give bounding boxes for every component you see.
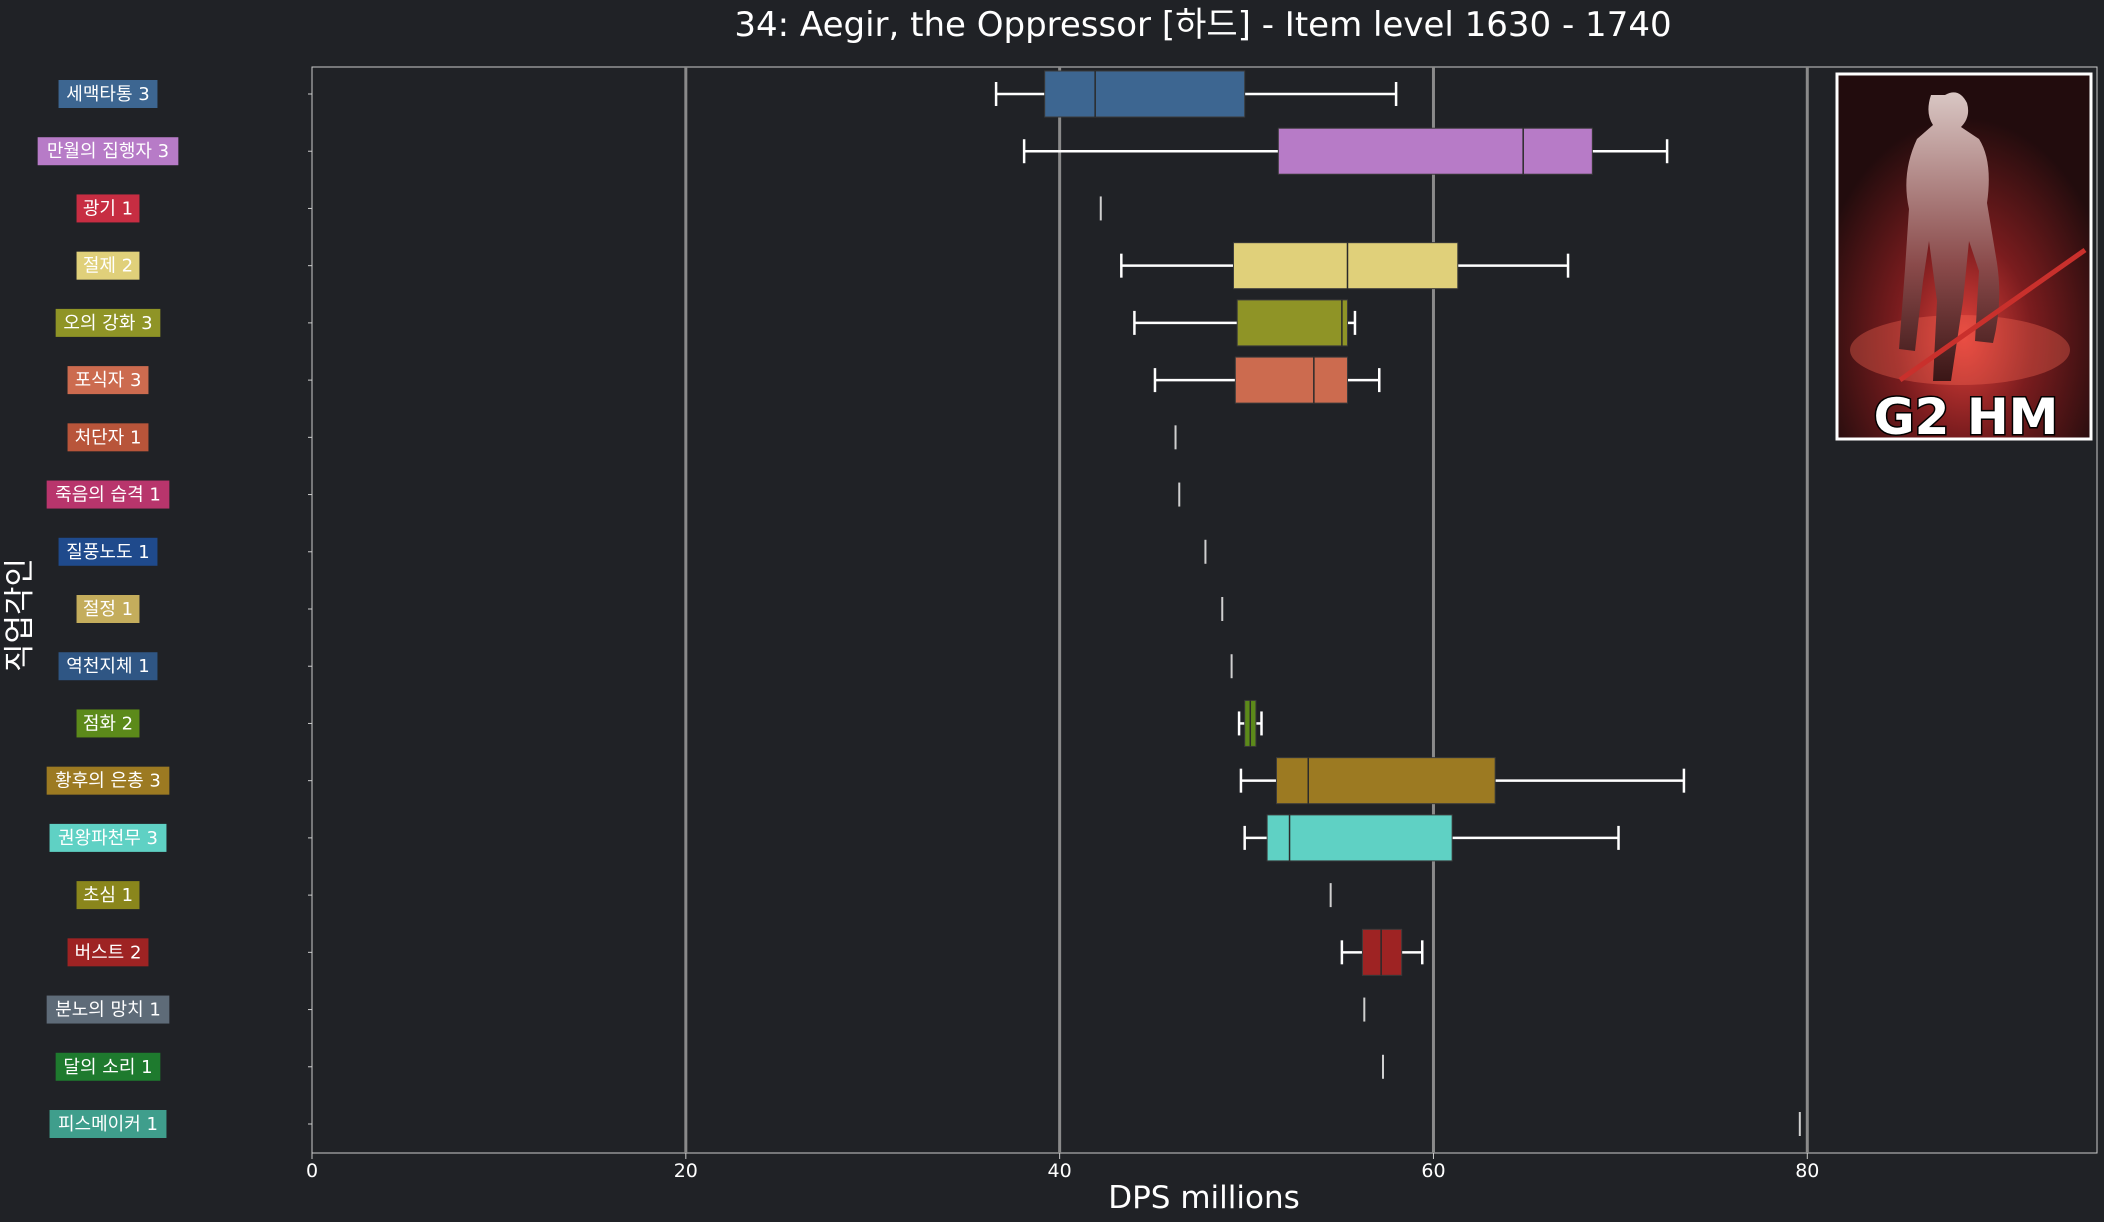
iqr-box bbox=[1361, 928, 1403, 976]
box-item bbox=[1153, 356, 1381, 404]
x-tick-label: 60 bbox=[1421, 1160, 1445, 1182]
iqr-box bbox=[1232, 242, 1459, 290]
boss-image: G2 HM bbox=[1835, 72, 2093, 448]
category-label-bg bbox=[76, 595, 140, 623]
category-label: 버스트 2 bbox=[75, 942, 142, 963]
category-label: 질풍노도 1 bbox=[66, 542, 149, 563]
x-tick-label: 40 bbox=[1048, 1160, 1072, 1182]
iqr-box bbox=[1234, 356, 1348, 404]
category-label-bg bbox=[49, 1110, 167, 1138]
box-item bbox=[1239, 757, 1686, 805]
box-item bbox=[994, 70, 1398, 118]
box-item bbox=[1243, 814, 1620, 862]
box-series bbox=[994, 70, 1801, 1136]
boss-floor-glow bbox=[1850, 315, 2070, 385]
category-label-bg bbox=[67, 366, 149, 395]
boss-figure bbox=[1899, 92, 2000, 381]
category-label: 오의 강화 3 bbox=[63, 313, 152, 334]
category-label: 권왕파천무 3 bbox=[58, 828, 158, 849]
y-axis-ticks bbox=[308, 93, 312, 1125]
category-label-bg bbox=[58, 537, 158, 566]
category-label-bg bbox=[55, 1052, 161, 1081]
category-label: 포식자 3 bbox=[75, 370, 142, 391]
category-label-bg bbox=[49, 823, 167, 852]
iqr-box bbox=[1277, 127, 1593, 175]
category-label: 광기 1 bbox=[83, 198, 133, 219]
category-label-bg bbox=[46, 480, 170, 509]
boss-badge-text: G2 HM bbox=[1874, 388, 2059, 446]
category-labels: 세맥타통 3 만월의 집행자 3 광기 1 절제 2 오의 강화 3 포식자 3 처단자 1… bbox=[37, 80, 179, 1138]
x-tick-label: 0 bbox=[306, 1160, 318, 1182]
category-label: 절정 1 bbox=[83, 599, 133, 620]
category-label: 점화 2 bbox=[83, 713, 133, 734]
category-label-bg bbox=[55, 308, 161, 337]
box-item bbox=[1120, 242, 1570, 290]
category-label: 황후의 은총 3 bbox=[55, 771, 161, 792]
boss-weapon bbox=[1898, 247, 2087, 383]
plot-area-frame bbox=[311, 66, 2098, 1154]
category-label-bg bbox=[76, 709, 140, 738]
category-label: 죽음의 습격 1 bbox=[55, 485, 161, 506]
gridlines bbox=[684, 67, 1809, 1153]
category-label-bg bbox=[76, 194, 140, 223]
category-label-bg bbox=[76, 251, 140, 280]
x-tick-label: 20 bbox=[674, 1160, 698, 1182]
category-label: 처단자 1 bbox=[75, 427, 142, 448]
category-label-bg bbox=[76, 881, 140, 910]
category-label-bg bbox=[58, 80, 158, 108]
box-item bbox=[1133, 299, 1357, 347]
x-axis-ticks: 0 20 40 60 80 bbox=[306, 1153, 1819, 1182]
iqr-box bbox=[1044, 70, 1246, 118]
category-label-bg bbox=[67, 938, 149, 967]
category-label: 분노의 망치 1 bbox=[55, 1000, 161, 1021]
category-label: 절제 2 bbox=[83, 256, 133, 277]
x-tick-label: 80 bbox=[1795, 1160, 1819, 1182]
iqr-box bbox=[1266, 814, 1453, 862]
chart-title: 34: Aegir, the Oppressor [하드] - Item lev… bbox=[734, 5, 1671, 45]
category-label: 역천지체 1 bbox=[66, 656, 149, 677]
category-label-bg bbox=[58, 652, 158, 681]
category-label: 달의 소리 1 bbox=[63, 1057, 152, 1078]
category-label: 세맥타통 3 bbox=[66, 84, 149, 105]
x-axis-label: DPS millions bbox=[1108, 1180, 1300, 1216]
category-label: 초심 1 bbox=[83, 885, 133, 906]
box-item bbox=[1022, 127, 1669, 175]
box-item bbox=[1237, 699, 1263, 747]
category-label-bg bbox=[46, 766, 170, 795]
iqr-box bbox=[1275, 757, 1496, 805]
category-label-bg bbox=[67, 423, 149, 452]
category-label-bg bbox=[46, 995, 170, 1024]
category-label: 피스메이커 1 bbox=[58, 1114, 158, 1135]
y-axis-label: 직업각인 bbox=[2, 558, 38, 672]
category-label-bg bbox=[37, 137, 179, 166]
category-label: 만월의 집행자 3 bbox=[47, 141, 169, 162]
iqr-box bbox=[1236, 299, 1348, 347]
box-item bbox=[1340, 928, 1424, 976]
